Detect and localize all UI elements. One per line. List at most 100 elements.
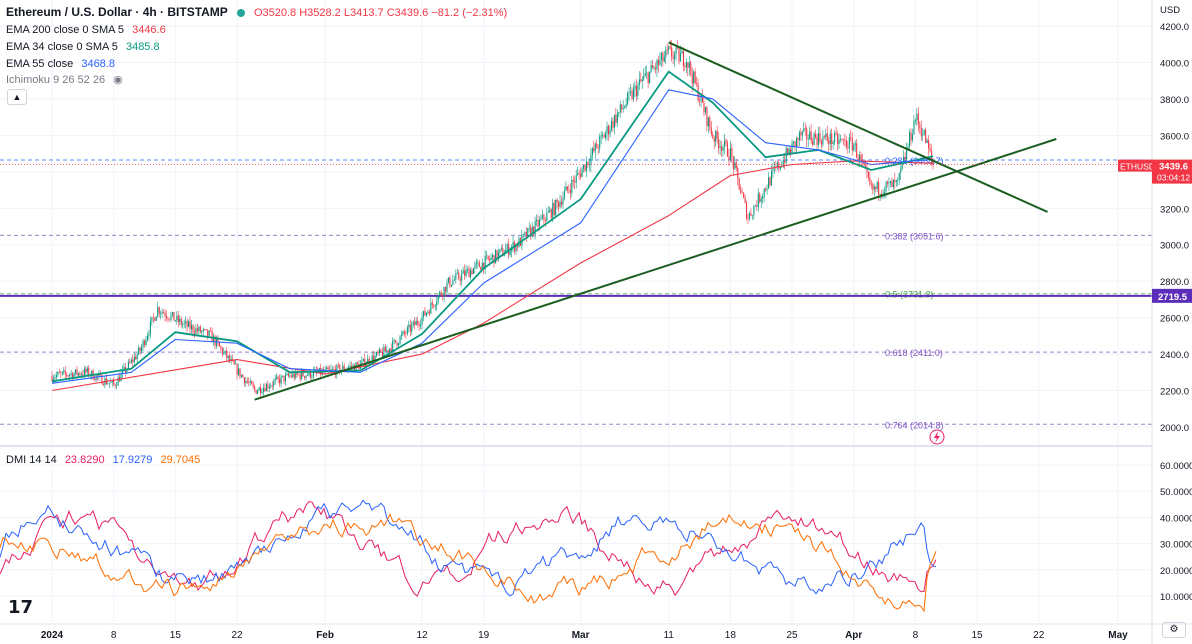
candle-body	[161, 312, 163, 314]
candle-body	[722, 147, 724, 151]
candle-body	[167, 317, 169, 320]
candle-body	[881, 193, 883, 196]
candle-body	[94, 379, 96, 381]
candle-body	[421, 317, 423, 325]
candle-body	[903, 156, 905, 164]
candle-body	[445, 286, 447, 292]
candle-body	[540, 218, 542, 220]
candle-body	[744, 197, 746, 203]
candle-body	[177, 315, 179, 322]
candle-body	[607, 126, 610, 135]
candle-body	[427, 311, 429, 313]
indicator-ema200[interactable]: EMA 200 close 0 SMA 5 3446.6	[6, 23, 166, 37]
candle-body	[791, 142, 793, 154]
candle-body	[406, 327, 408, 334]
candle-body	[276, 376, 278, 379]
symbol-legend[interactable]: Ethereum / U.S. Dollar · 4h · BITSTAMP O…	[6, 5, 507, 20]
candle-body	[387, 350, 389, 353]
candle-body	[768, 177, 770, 189]
last-price-label: 3439.6	[1159, 162, 1188, 173]
candle-body	[512, 242, 514, 247]
indicator-label: EMA 55 close	[6, 58, 74, 70]
candle-body	[873, 186, 875, 190]
candle-body	[235, 364, 237, 365]
candle-body	[741, 192, 743, 194]
candle-body	[480, 267, 482, 270]
candle-body	[491, 255, 494, 258]
candle-body	[657, 60, 660, 65]
candle-body	[848, 137, 850, 149]
candle-body	[531, 226, 533, 237]
indicator-ema55[interactable]: EMA 55 close 3468.8	[6, 57, 115, 71]
level-price-tag	[1152, 288, 1192, 303]
candle-body	[76, 369, 78, 375]
candle-body	[691, 73, 693, 84]
candle-body	[83, 368, 85, 376]
candle-body	[148, 334, 150, 336]
indicator-ema34[interactable]: EMA 34 close 0 SMA 5 3485.8	[6, 40, 160, 54]
candle-body	[189, 321, 191, 330]
candle-body	[610, 121, 613, 131]
candle-body	[634, 85, 636, 89]
candle-body	[929, 148, 931, 151]
candle-body	[375, 352, 378, 356]
candle-body	[677, 47, 679, 49]
tradingview-logo[interactable]: 17	[8, 597, 34, 618]
candle-body	[290, 375, 292, 377]
candle-body	[832, 142, 834, 145]
market-open-icon	[236, 9, 245, 18]
eye-hidden-icon[interactable]: ◉	[113, 74, 123, 86]
candle-body	[509, 251, 511, 255]
candle-body	[854, 143, 856, 146]
candle-body	[180, 318, 182, 325]
candle-body	[502, 248, 504, 256]
dmi-legend[interactable]: DMI 14 14 23.8290 17.9279 29.7045	[6, 453, 200, 467]
candle-body	[474, 264, 476, 269]
candle-body	[337, 365, 339, 366]
candle-body	[863, 161, 865, 166]
candle-body	[186, 321, 188, 327]
candle-body	[660, 52, 662, 61]
candle-body	[869, 177, 871, 184]
candle-body	[778, 162, 780, 169]
gear-icon[interactable]: ⚙	[1162, 622, 1186, 638]
dmi-tick-label: 40.0000	[1160, 513, 1192, 524]
candle-body	[434, 305, 436, 307]
candle-body	[562, 197, 564, 205]
candle-body	[208, 330, 210, 336]
candle-body	[130, 359, 132, 363]
price-tick-label: 2600.0	[1160, 314, 1189, 325]
candle-body	[113, 380, 115, 385]
candle-body	[920, 127, 922, 136]
candle-body	[743, 193, 745, 198]
candle-body	[248, 382, 250, 383]
candle-body	[398, 343, 400, 346]
candle-body	[478, 262, 480, 268]
dmi-line	[0, 499, 937, 597]
candle-body	[464, 270, 466, 276]
lightning-icon-glyph	[934, 431, 940, 443]
candle-body	[716, 130, 718, 139]
candle-body	[700, 94, 702, 102]
candle-body	[132, 359, 134, 363]
candle-body	[262, 387, 265, 392]
candle-body	[690, 62, 692, 74]
candle-body	[207, 329, 209, 336]
candle-body	[804, 128, 806, 129]
candle-body	[553, 202, 555, 215]
candle-body	[638, 79, 640, 85]
price-tick-label: 3200.0	[1160, 204, 1189, 215]
chevron-up-icon[interactable]: ▲	[7, 89, 27, 105]
ema-lines	[51, 70, 934, 392]
candle-body	[362, 358, 364, 361]
candle-body	[164, 313, 166, 317]
candle-body	[559, 201, 561, 208]
candle-body	[205, 329, 207, 330]
candle-body	[55, 375, 58, 378]
candle-body	[779, 166, 781, 169]
indicator-ichimoku[interactable]: Ichimoku 9 26 52 26 ◉	[6, 73, 123, 87]
candle-body	[844, 139, 846, 141]
candle-body	[615, 115, 617, 123]
